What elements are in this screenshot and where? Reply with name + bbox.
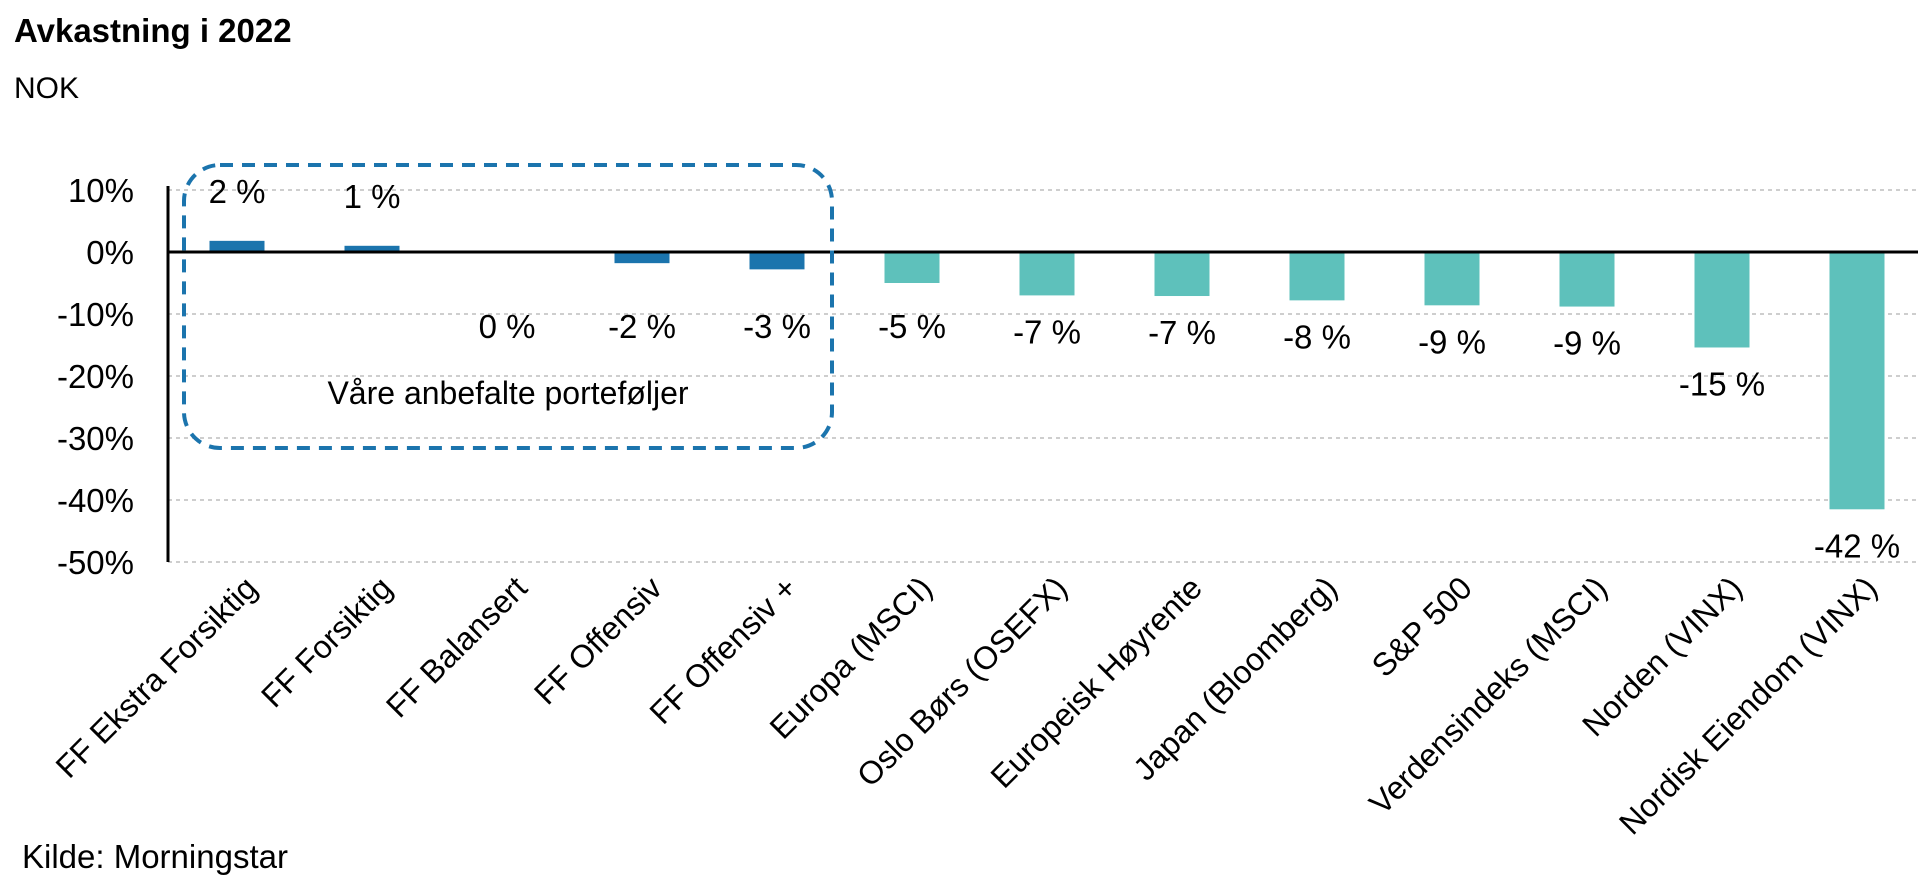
data-label: -8 % xyxy=(1283,318,1351,355)
data-labels: 2 % 1 % 0 % -2 % -3 % -5 % -7 % -7 % -8 % -9 % -9 … xyxy=(209,173,1901,564)
chart-title: Avkastning i 2022 xyxy=(14,12,292,49)
x-tick-label: FF Ekstra Forsiktig xyxy=(49,569,264,784)
y-tick-label: -50% xyxy=(57,544,134,581)
bar xyxy=(614,252,670,264)
data-label: -9 % xyxy=(1418,323,1486,360)
bar xyxy=(884,252,940,283)
bar xyxy=(1019,252,1075,296)
data-label: -2 % xyxy=(608,308,676,345)
axes xyxy=(166,186,1918,562)
data-label: 1 % xyxy=(344,178,401,215)
y-tick-labels: 10% 0% -10% -20% -30% -40% -50% xyxy=(57,172,134,581)
bar xyxy=(344,245,400,252)
bar xyxy=(1154,252,1210,297)
y-tick-label: -10% xyxy=(57,296,134,333)
data-label: -9 % xyxy=(1553,325,1621,362)
data-label: -7 % xyxy=(1148,314,1216,351)
bar xyxy=(1559,252,1615,307)
annotation-label: Våre anbefalte porteføljer xyxy=(327,375,688,411)
x-tick-label: Verdensindeks (MSCI) xyxy=(1362,569,1614,821)
y-tick-label: 0% xyxy=(86,234,134,271)
bars xyxy=(209,240,1885,510)
x-tick-label: FF Balansert xyxy=(379,569,534,724)
data-label: -5 % xyxy=(878,308,946,345)
y-tick-label: -20% xyxy=(57,358,134,395)
portfolio-group-box xyxy=(182,163,834,450)
data-label: 2 % xyxy=(209,173,266,210)
y-tick-label: -40% xyxy=(57,482,134,519)
grid-lines xyxy=(168,189,1918,563)
bar xyxy=(749,252,805,270)
data-label: -3 % xyxy=(743,308,811,345)
x-tick-label: FF Offensiv xyxy=(527,569,669,711)
data-label: -15 % xyxy=(1679,365,1765,402)
source-note: Kilde: Morningstar xyxy=(22,838,288,875)
y-tick-label: 10% xyxy=(68,172,134,209)
chart-subtitle: NOK xyxy=(14,72,80,105)
data-label: 0 % xyxy=(479,308,536,345)
x-tick-label: S&P 500 xyxy=(1365,569,1479,683)
bar xyxy=(1829,252,1885,510)
bar xyxy=(209,240,265,252)
y-tick-label: -30% xyxy=(57,420,134,457)
data-label: -42 % xyxy=(1814,527,1900,564)
bar xyxy=(1694,252,1750,348)
bar xyxy=(1289,252,1345,301)
bar xyxy=(1424,252,1480,306)
x-tick-label: Nordisk Eiendom (VINX) xyxy=(1612,569,1884,841)
x-tick-label: FF Forsiktig xyxy=(254,569,399,714)
data-label: -7 % xyxy=(1013,313,1081,350)
